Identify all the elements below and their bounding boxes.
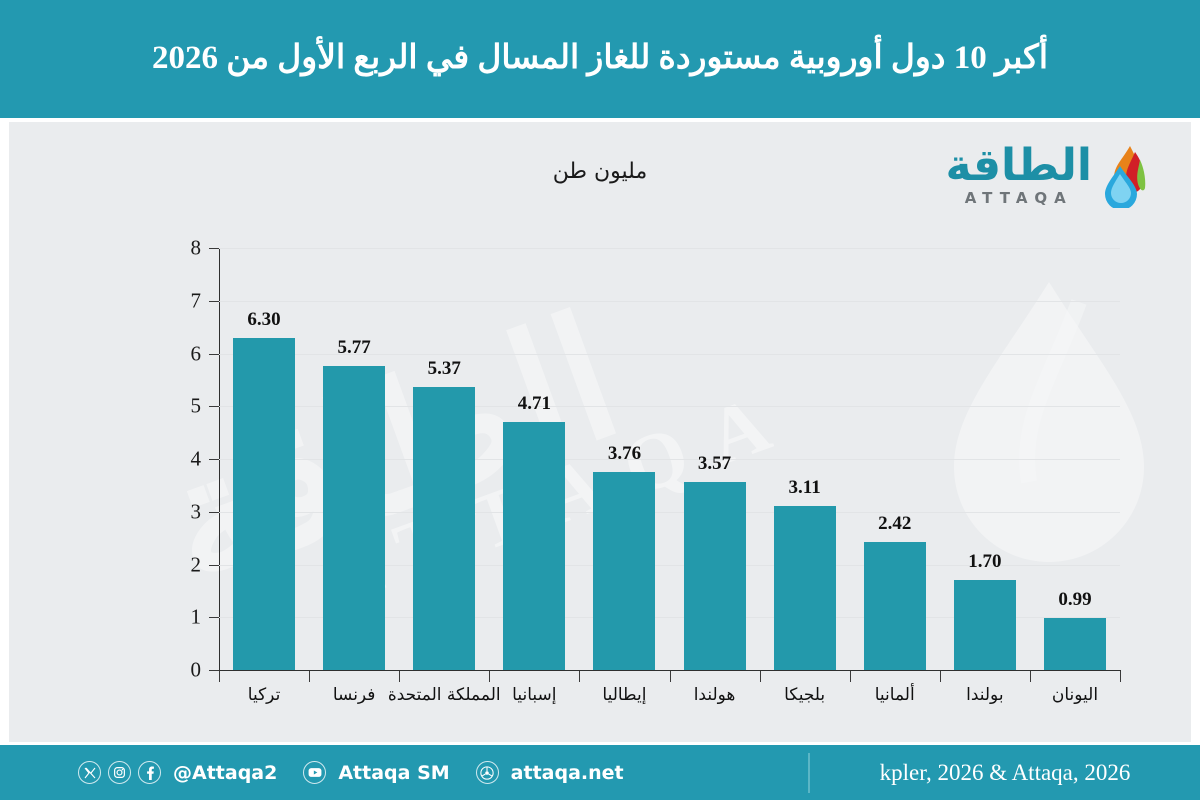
plot-area: 6.30 5.77 5.37 4.71 3.76 3.57 3.11 2.42 1.70 0.99 bbox=[219, 248, 1120, 670]
y-tick-label: 5 bbox=[190, 393, 202, 418]
gridline bbox=[219, 248, 1120, 249]
y-tick-label: 0 bbox=[190, 657, 202, 682]
gridline bbox=[219, 300, 1120, 302]
x-tick-label: إيطاليا bbox=[602, 685, 647, 705]
footer-divider bbox=[808, 752, 810, 793]
bar[interactable] bbox=[593, 471, 656, 670]
youtube-label: Attaqa SM bbox=[338, 761, 450, 784]
x-tick-mark bbox=[849, 671, 851, 682]
x-tick-mark bbox=[489, 671, 491, 682]
bar-value-label: 5.37 bbox=[427, 357, 461, 379]
social-group-youtube[interactable]: Attaqa SM bbox=[303, 761, 450, 784]
y-tick-label: 7 bbox=[190, 288, 202, 313]
x-tick-label: بلجيكا bbox=[784, 685, 826, 705]
globe-icon[interactable] bbox=[475, 761, 499, 784]
y-tick-mark bbox=[209, 353, 219, 355]
y-axis-unit-label: مليون طن bbox=[552, 159, 648, 184]
y-tick-mark bbox=[209, 406, 219, 408]
bar[interactable] bbox=[413, 386, 476, 670]
bar[interactable] bbox=[683, 481, 746, 670]
x-tick-mark bbox=[219, 671, 220, 682]
footer-bar: @Attaqa2 Attaqa SM bbox=[0, 745, 1200, 800]
social-handle-label: @Attaqa2 bbox=[173, 761, 278, 784]
facebook-icon[interactable] bbox=[138, 761, 161, 784]
social-group-website[interactable]: attaqa.net bbox=[475, 761, 624, 784]
x-tick-mark bbox=[669, 671, 671, 682]
source-credit: kpler, 2026 & Attaqa, 2026 bbox=[879, 759, 1131, 785]
y-tick-label: 6 bbox=[190, 341, 202, 365]
y-tick-label: 8 bbox=[190, 235, 202, 260]
y-tick-mark bbox=[209, 248, 219, 249]
y-tick-mark bbox=[209, 617, 219, 619]
bar-value-label: 3.76 bbox=[607, 442, 642, 464]
chart-canvas: الطاقة ATTAQA مليون طن الطاقة ATTAQA bbox=[9, 122, 1191, 742]
x-tick-label: ألمانيا bbox=[874, 685, 915, 705]
bar-value-label: 0.99 bbox=[1058, 588, 1092, 610]
header-banner: أكبر 10 دول أوروبية مستوردة للغاز المسال… bbox=[0, 0, 1200, 118]
x-twitter-icon[interactable] bbox=[78, 761, 101, 784]
bar[interactable] bbox=[233, 337, 296, 670]
gridline bbox=[219, 353, 1120, 355]
y-tick-mark bbox=[209, 670, 219, 671]
bar-value-label: 2.42 bbox=[878, 513, 912, 535]
bar-value-label: 4.71 bbox=[517, 392, 551, 414]
gridline bbox=[219, 617, 1120, 619]
gridline bbox=[219, 511, 1120, 513]
gridline bbox=[219, 564, 1120, 566]
bar[interactable] bbox=[773, 505, 836, 670]
x-tick-mark bbox=[309, 671, 311, 682]
bar-value-label: 3.11 bbox=[788, 476, 821, 498]
x-tick-mark bbox=[759, 671, 761, 682]
x-axis-line bbox=[219, 670, 1121, 671]
bar[interactable] bbox=[1043, 617, 1106, 670]
x-tick-label: هولندا bbox=[693, 685, 736, 705]
flame-droplet-icon bbox=[1105, 146, 1146, 208]
y-tick-label: 4 bbox=[190, 446, 202, 471]
logo-latin-text: ATTAQA bbox=[964, 189, 1073, 208]
y-tick-mark bbox=[209, 564, 219, 566]
attaqa-logo: الطاقة ATTAQA bbox=[945, 139, 1146, 208]
x-tick-mark bbox=[579, 671, 581, 682]
bar-value-label: 6.30 bbox=[247, 308, 281, 330]
x-tick-mark bbox=[1029, 671, 1031, 682]
gridline bbox=[219, 459, 1120, 460]
y-tick-label: 2 bbox=[190, 552, 202, 576]
y-tick-mark bbox=[209, 300, 219, 302]
y-tick-mark bbox=[209, 511, 219, 513]
y-tick-mark bbox=[209, 459, 219, 460]
gridline bbox=[219, 406, 1120, 408]
logo-arabic-text: الطاقة bbox=[945, 139, 1092, 191]
y-tick-label: 3 bbox=[190, 499, 202, 524]
bar[interactable] bbox=[323, 365, 386, 670]
social-group-handle[interactable]: @Attaqa2 bbox=[78, 761, 277, 784]
y-tick-label: 1 bbox=[190, 604, 202, 629]
bar[interactable] bbox=[503, 421, 566, 670]
x-tick-mark bbox=[399, 671, 401, 682]
bar[interactable] bbox=[863, 542, 926, 670]
page-title: أكبر 10 دول أوروبية مستوردة للغاز المسال… bbox=[151, 40, 1049, 77]
x-tick-label: اليونان bbox=[1051, 685, 1099, 705]
x-tick-label: تركيا bbox=[247, 685, 281, 705]
x-tick-label: إسبانيا bbox=[512, 685, 557, 705]
bar-value-label: 5.77 bbox=[337, 336, 371, 358]
x-tick-label: بولندا bbox=[966, 685, 1004, 705]
x-tick-mark bbox=[939, 671, 941, 682]
x-tick-mark bbox=[1120, 671, 1121, 682]
x-tick-label: فرنسا bbox=[332, 685, 376, 705]
bar[interactable] bbox=[953, 580, 1016, 670]
bar-value-label: 3.57 bbox=[697, 452, 732, 474]
instagram-icon[interactable] bbox=[108, 761, 131, 784]
bar-value-label: 1.70 bbox=[968, 551, 1002, 573]
youtube-icon[interactable] bbox=[303, 761, 327, 784]
footer-social-links: @Attaqa2 Attaqa SM bbox=[0, 761, 808, 784]
website-label: attaqa.net bbox=[510, 761, 624, 784]
x-tick-label: المملكة المتحدة bbox=[387, 685, 501, 705]
